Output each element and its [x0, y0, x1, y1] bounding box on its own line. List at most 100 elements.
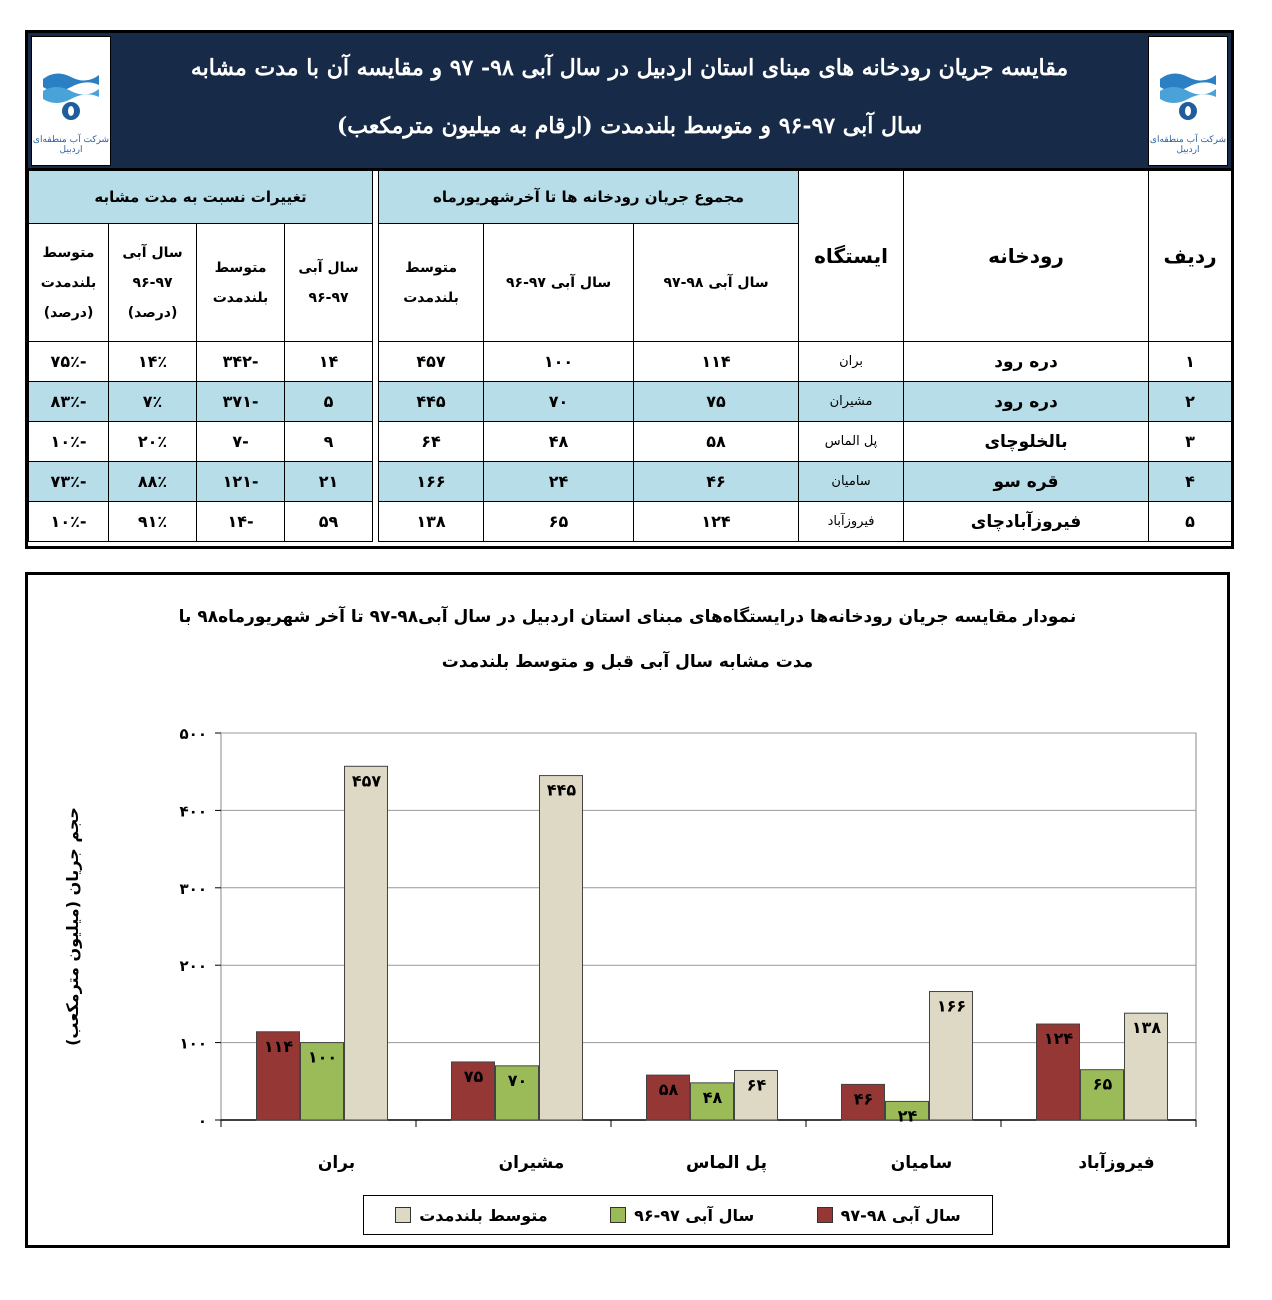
cell-p9697: ۲۰٪	[108, 421, 198, 462]
legend-item: سال آبی ۹۷-۹۶	[610, 1206, 754, 1225]
table-row: ۳ بالخلوچای پل الماس ۵۸ ۴۸ ۶۴ ۹ -۷ ۲۰٪ -۱۰٪	[27, 421, 1233, 462]
cell-d9697: ۵۹	[284, 501, 374, 542]
cell-no: ۲	[1148, 381, 1233, 422]
cell-plong: -۱۰٪	[27, 421, 110, 462]
cell-v9798: ۱۱۴	[633, 341, 800, 382]
logo-text: شرکت آب منطقه‌ای اردبیل	[1149, 135, 1227, 155]
legend-item: سال آبی ۹۸-۹۷	[816, 1205, 961, 1225]
bar-2	[495, 1065, 539, 1121]
cell-p9697: ۹۱٪	[108, 501, 198, 542]
cell-plong: -۷۳٪	[27, 461, 110, 502]
table-row: ۱ دره رود بران ۱۱۴ ۱۰۰ ۴۵۷ ۱۴ -۳۴۲ ۱۴٪ -۷۵٪	[27, 341, 1233, 382]
column-gap	[372, 501, 380, 542]
bar-2	[1080, 1069, 1124, 1121]
chart-block: نمودار مقایسه جریان رودخانه‌ها درایستگاه…	[25, 572, 1230, 1248]
y-tick-label: ۲۰۰	[180, 957, 207, 975]
cell-plong: -۸۳٪	[27, 381, 110, 422]
cell-plong: -۷۵٪	[27, 341, 110, 382]
header-station: ایستگاه	[798, 170, 905, 342]
header-group-change: تغییرات نسبت به مدت مشابه	[27, 170, 374, 224]
data-label: ۶۵	[1093, 1075, 1113, 1094]
y-tick-label: ۵۰۰	[180, 725, 207, 743]
bar-3	[1124, 1012, 1168, 1121]
cell-river: دره رود	[903, 381, 1150, 422]
legend-label: سال آبی ۹۷-۹۶	[634, 1205, 755, 1225]
cell-vlong: ۱۶۶	[378, 461, 485, 502]
cell-river: قره سو	[903, 461, 1150, 502]
table-row: ۲ دره رود مشیران ۷۵ ۷۰ ۴۴۵ ۵ -۳۷۱ ۷٪ -۸۳٪	[27, 381, 1233, 422]
table-row: ۴ قره سو سامیان ۴۶ ۲۴ ۱۶۶ ۲۱ -۱۲۱ ۸۸٪ -۷۳٪	[27, 461, 1233, 502]
header-total-longterm: متوسط بلندمدت	[378, 223, 485, 342]
cell-no: ۵	[1148, 501, 1233, 542]
data-label: ۴۴۵	[547, 781, 577, 800]
header-pct-longterm: متوسط بلندمدت (درصد)	[27, 223, 110, 342]
company-logo-left: شرکت آب منطقه‌ای اردبیل	[31, 36, 111, 166]
water-logo-icon	[43, 73, 99, 120]
flow-table-block: شرکت آب منطقه‌ای اردبیل شرکت آب منطقه‌ای…	[25, 30, 1234, 549]
data-label: ۵۸	[659, 1080, 679, 1099]
legend-label: سال آبی ۹۸-۹۷	[840, 1205, 961, 1225]
data-label: ۱۶۶	[937, 997, 966, 1016]
header-pct-9697: سال آبی ۹۷-۹۶ (درصد)	[108, 223, 198, 342]
bar-1	[1036, 1023, 1080, 1121]
cell-no: ۳	[1148, 421, 1233, 462]
data-label: ۷۰	[508, 1071, 528, 1090]
cell-station: پل الماس	[798, 421, 905, 462]
page-title-line-2: سال آبی ۹۷-۹۶ و متوسط بلندمدت (ارقام به …	[336, 113, 923, 139]
header-total-9697: سال آبی ۹۷-۹۶	[483, 223, 635, 342]
column-gap	[372, 421, 380, 462]
cell-dlong: -۳۷۱	[196, 381, 286, 422]
chart-legend: سال آبی ۹۸-۹۷ سال آبی ۹۷-۹۶ متوسط بلندمدت	[363, 1195, 993, 1235]
x-tick-label: سامیان	[891, 1153, 952, 1173]
header-change-9697: سال آبی ۹۷-۹۶	[284, 223, 374, 342]
cell-d9697: ۹	[284, 421, 374, 462]
legend-swatch	[610, 1207, 627, 1223]
bar-3	[539, 775, 583, 1121]
chart-title: نمودار مقایسه جریان رودخانه‌ها درایستگاه…	[178, 607, 1077, 627]
data-label: ۷۵	[464, 1067, 484, 1086]
data-label: ۴۶	[854, 1089, 874, 1108]
cell-dlong: -۱۴	[196, 501, 286, 542]
bar-3	[929, 991, 973, 1121]
data-label: ۴۵۷	[352, 771, 382, 790]
x-tick-label: فیروزآباد	[1078, 1151, 1154, 1173]
data-label: ۱۱۴	[264, 1037, 294, 1056]
cell-station: سامیان	[798, 461, 905, 502]
legend-swatch	[395, 1207, 412, 1223]
cell-v9697: ۲۴	[483, 461, 635, 502]
cell-station: مشیران	[798, 381, 905, 422]
cell-vlong: ۶۴	[378, 421, 485, 462]
bar-3	[734, 1069, 778, 1121]
cell-vlong: ۱۳۸	[378, 501, 485, 542]
data-label: ۱۳۸	[1132, 1018, 1162, 1037]
bar-1	[451, 1061, 495, 1121]
bar-1	[841, 1083, 885, 1121]
cell-v9697: ۴۸	[483, 421, 635, 462]
cell-vlong: ۴۴۵	[378, 381, 485, 422]
column-gap	[372, 381, 380, 422]
legend-item: متوسط بلندمدت	[395, 1205, 548, 1225]
table-row: ۵ فیروزآبادچای فیروزآباد ۱۲۴ ۶۵ ۱۳۸ ۵۹ -۱۴ ۹۱٪ -۱…	[27, 501, 1233, 542]
cell-river: فیروزآبادچای	[903, 501, 1150, 542]
table-body: ۱ دره رود بران ۱۱۴ ۱۰۰ ۴۵۷ ۱۴ -۳۴۲ ۱۴٪ -۷۵٪ ۲ دره ر…	[27, 341, 1233, 542]
cell-v9697: ۶۵	[483, 501, 635, 542]
cell-v9798: ۴۶	[633, 461, 800, 502]
chart-subtitle: مدت مشابه سال آبی قبل و متوسط بلندمدت	[441, 652, 814, 672]
cell-v9798: ۷۵	[633, 381, 800, 422]
legend-label: متوسط بلندمدت	[419, 1205, 548, 1225]
column-gap	[372, 341, 380, 382]
x-tick-label: مشیران	[499, 1153, 565, 1173]
y-tick-label: ۱۰۰	[180, 1035, 207, 1053]
bar-2	[300, 1042, 344, 1121]
cell-v9697: ۷۰	[483, 381, 635, 422]
header-change-longterm: متوسط بلندمدت	[196, 223, 286, 342]
cell-p9697: ۸۸٪	[108, 461, 198, 502]
water-logo-icon	[1160, 73, 1216, 120]
cell-dlong: -۷	[196, 421, 286, 462]
cell-station: فیروزآباد	[798, 501, 905, 542]
column-gap	[372, 461, 380, 502]
cell-d9697: ۲۱	[284, 461, 374, 502]
cell-no: ۴	[1148, 461, 1233, 502]
y-tick-label: ۴۰۰	[180, 802, 207, 820]
bar-2	[690, 1082, 734, 1121]
